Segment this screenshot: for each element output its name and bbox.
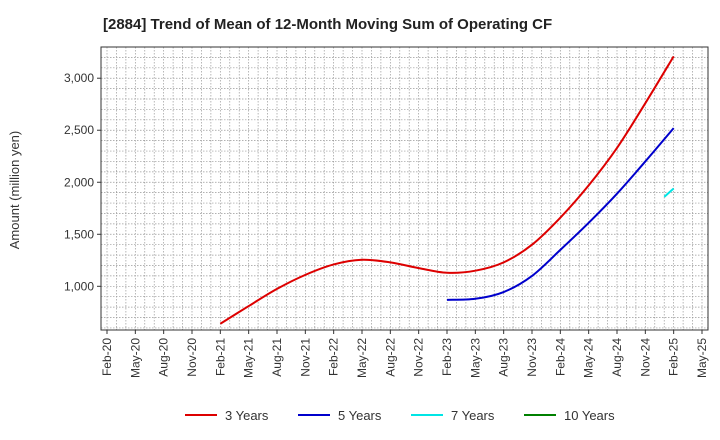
x-tick-label: Aug-24 xyxy=(610,338,624,377)
x-tick-label: Nov-20 xyxy=(185,338,199,377)
x-tick-label: Nov-24 xyxy=(638,338,652,377)
x-tick-label: May-25 xyxy=(695,338,709,378)
x-tick-label: Aug-20 xyxy=(157,338,171,377)
chart-title: [2884] Trend of Mean of 12-Month Moving … xyxy=(103,16,553,33)
legend-label-5-years: 5 Years xyxy=(338,408,382,423)
plot-frame xyxy=(100,46,709,331)
x-tick-label: Nov-21 xyxy=(298,338,312,377)
y-tick-label: 2,000 xyxy=(64,175,94,189)
x-tick-label: Aug-22 xyxy=(383,338,397,377)
x-tick-label: Feb-20 xyxy=(100,338,114,376)
legend-label-3-years: 3 Years xyxy=(225,408,269,423)
y-tick-label: 3,000 xyxy=(64,71,94,85)
legend-label-7-years: 7 Years xyxy=(451,408,495,423)
x-tick-label: Feb-23 xyxy=(440,338,454,376)
x-tick-label: May-21 xyxy=(242,338,256,378)
y-axis-label: Amount (million yen) xyxy=(7,131,22,250)
x-tick-label: Feb-21 xyxy=(213,338,227,376)
x-tick-label: May-24 xyxy=(582,338,596,378)
series-line-7-years xyxy=(663,187,675,198)
x-tick-label: Aug-21 xyxy=(270,338,284,377)
y-tick-label: 1,500 xyxy=(64,227,94,241)
x-tick-label: Nov-22 xyxy=(412,338,426,377)
series-line-5-years xyxy=(446,127,675,301)
x-tick-label: May-20 xyxy=(128,338,142,378)
y-tick-label: 2,500 xyxy=(64,123,94,137)
y-tick-label: 1,000 xyxy=(64,279,94,293)
x-tick-label: Feb-24 xyxy=(553,338,567,376)
legend-label-10-years: 10 Years xyxy=(564,408,615,423)
x-tick-label: May-22 xyxy=(355,338,369,378)
x-tick-label: May-23 xyxy=(468,338,482,378)
series-line-3-years xyxy=(219,55,675,325)
x-tick-label: Nov-23 xyxy=(525,338,539,377)
x-tick-label: Aug-23 xyxy=(497,338,511,377)
x-tick-label: Feb-25 xyxy=(667,338,681,376)
x-tick-label: Feb-22 xyxy=(327,338,341,376)
